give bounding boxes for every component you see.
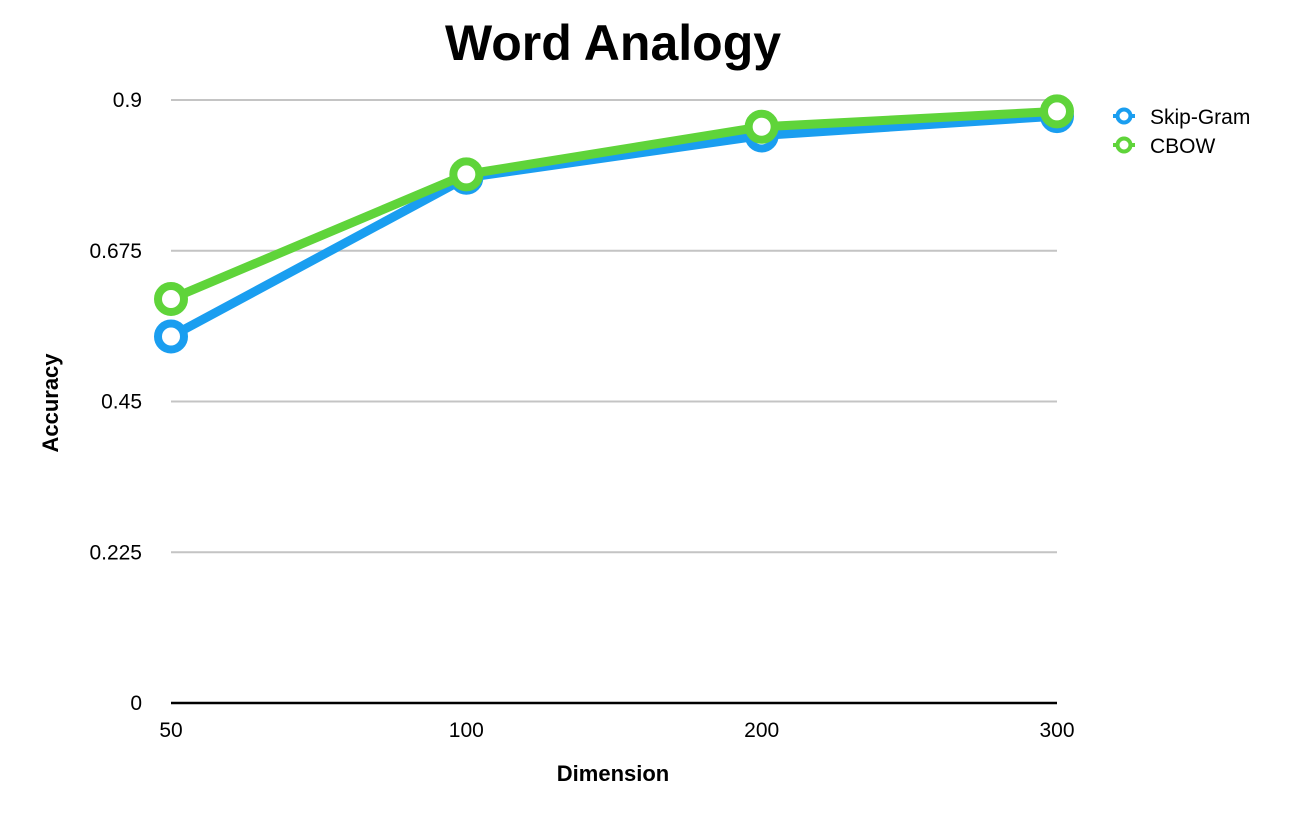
y-axis-ticks: 0 0.225 0.45 0.675 0.9 — [89, 89, 142, 715]
legend-swatch-marker — [1115, 107, 1133, 125]
legend-label: CBOW — [1150, 135, 1216, 158]
gridlines — [171, 99, 1057, 705]
series-line — [166, 111, 1062, 342]
series-line — [166, 106, 1062, 304]
chart-title: Word Analogy — [445, 15, 781, 71]
data-point — [744, 109, 779, 144]
y-axis-label: Accuracy — [38, 353, 63, 453]
x-tick-label: 100 — [449, 719, 484, 742]
y-tick-label: 0.675 — [89, 240, 142, 263]
y-tick-label: 0.9 — [113, 89, 142, 112]
x-tick-label: 200 — [744, 719, 779, 742]
x-tick-label: 300 — [1039, 719, 1074, 742]
series-skip-gram — [154, 99, 1074, 354]
legend-item: CBOW — [1113, 135, 1216, 158]
series-group — [154, 94, 1074, 354]
data-point — [154, 281, 188, 316]
y-tick-label: 0 — [130, 692, 142, 715]
x-axis-ticks: 50 100 200 300 — [159, 719, 1074, 742]
series-cbow — [154, 94, 1074, 316]
data-point — [154, 319, 188, 354]
data-point — [1040, 94, 1074, 129]
legend-label: Skip-Gram — [1150, 106, 1250, 129]
legend-item: Skip-Gram — [1113, 106, 1250, 129]
legend-swatch-marker — [1115, 136, 1133, 154]
x-tick-label: 50 — [159, 719, 182, 742]
y-tick-label: 0.45 — [101, 391, 142, 414]
x-axis-label: Dimension — [557, 761, 669, 786]
data-point — [449, 157, 484, 192]
legend: Skip-Gram CBOW — [1113, 106, 1250, 158]
y-tick-label: 0.225 — [89, 541, 142, 564]
